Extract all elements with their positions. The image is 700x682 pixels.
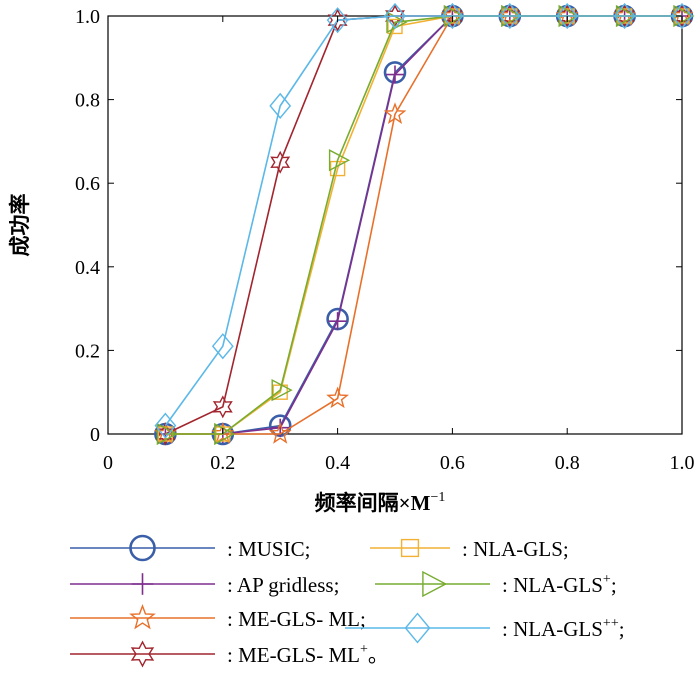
data-point-5-0 bbox=[156, 422, 178, 446]
legend-marker-1 bbox=[131, 573, 154, 595]
legend-label-0: : MUSIC; bbox=[227, 537, 310, 561]
series-3 bbox=[155, 4, 692, 446]
x-axis-label-sup: −1 bbox=[430, 490, 445, 505]
series-2 bbox=[153, 4, 694, 444]
x-axis-label: 频率间隔×M−1 bbox=[315, 490, 446, 515]
legend-marker-5 bbox=[422, 570, 448, 598]
legend-item-4: : NLA-GLS; bbox=[370, 537, 569, 561]
legend-marker-0 bbox=[129, 534, 156, 562]
data-point-6-0 bbox=[154, 412, 177, 439]
series-0 bbox=[154, 4, 694, 446]
x-tick-label: 1.0 bbox=[670, 452, 695, 474]
data-point-6-2 bbox=[269, 92, 292, 119]
data-point-2-2 bbox=[268, 422, 292, 444]
data-point-6-9 bbox=[671, 2, 693, 30]
series-line-1 bbox=[165, 15, 682, 435]
data-point-2-4 bbox=[383, 102, 407, 124]
legend-item-2: : ME-GLS- ML; bbox=[70, 604, 366, 631]
legend-item-1: : AP gridless; bbox=[70, 573, 339, 597]
data-point-6-1 bbox=[211, 333, 234, 360]
x-axis-label-text: 频率间隔×M bbox=[315, 491, 431, 515]
x-tick-label: 0 bbox=[103, 452, 113, 474]
data-point-5-3 bbox=[328, 149, 351, 172]
y-axis-label-text: 成功率 bbox=[8, 194, 32, 257]
x-tick-label: 0.2 bbox=[210, 452, 235, 474]
data-point-6-3 bbox=[326, 7, 349, 34]
series-4 bbox=[157, 8, 690, 442]
y-tick-label: 1.0 bbox=[75, 6, 100, 28]
x-tick-label: 0.6 bbox=[440, 452, 465, 474]
y-tick-label: 0.2 bbox=[75, 340, 100, 362]
y-tick-label: 0.6 bbox=[75, 173, 100, 195]
legend-label-1: : AP gridless; bbox=[227, 573, 339, 597]
data-point-3-2 bbox=[270, 150, 291, 174]
series-line-5 bbox=[165, 15, 682, 435]
legend-item-5: : NLA-GLS+; bbox=[375, 570, 617, 598]
legend-item-0: : MUSIC; bbox=[70, 534, 310, 562]
legend-label-3: : ME-GLS- ML+。 bbox=[227, 642, 389, 667]
data-point-6-8 bbox=[613, 2, 636, 30]
data-point-6-7 bbox=[556, 2, 579, 30]
series-layer bbox=[153, 2, 695, 446]
legend-marker-4 bbox=[400, 538, 420, 558]
series-line-3 bbox=[165, 15, 682, 435]
series-line-6 bbox=[164, 15, 682, 427]
series-5 bbox=[156, 4, 695, 446]
y-tick-label: 0.8 bbox=[75, 90, 100, 112]
y-tick-label: 0.4 bbox=[75, 257, 100, 279]
data-point-5-1 bbox=[214, 422, 236, 446]
legend-item-6: : NLA-GLS++; bbox=[345, 612, 625, 644]
y-axis-label: 成功率 bbox=[8, 194, 32, 257]
data-point-3-1 bbox=[212, 395, 233, 419]
x-tick-label: 0.4 bbox=[325, 452, 350, 474]
series-6 bbox=[154, 2, 693, 439]
data-point-6-5 bbox=[441, 2, 464, 30]
data-point-4-4 bbox=[387, 18, 403, 35]
legend-label-4: : NLA-GLS; bbox=[462, 537, 569, 561]
legend-marker-3 bbox=[130, 640, 155, 668]
legend: : MUSIC; : AP gridless; : ME-GLS- ML; : ME-… bbox=[70, 534, 625, 668]
legend-label-2: : ME-GLS- ML; bbox=[227, 607, 366, 631]
legend-marker-6 bbox=[404, 612, 431, 644]
data-point-1-3 bbox=[328, 312, 347, 331]
series-line-0 bbox=[165, 15, 682, 435]
data-point-2-3 bbox=[326, 386, 350, 409]
x-tick-label: 0.8 bbox=[555, 452, 580, 474]
y-tick-label: 0 bbox=[90, 424, 100, 446]
series-line-2 bbox=[165, 15, 682, 435]
legend-label-6: : NLA-GLS++; bbox=[502, 616, 625, 641]
data-point-6-4 bbox=[384, 2, 406, 30]
series-1 bbox=[156, 7, 691, 443]
data-point-5-2 bbox=[271, 378, 293, 402]
data-point-1-4 bbox=[386, 65, 404, 84]
data-point-3-3 bbox=[327, 8, 348, 32]
data-point-6-6 bbox=[498, 2, 521, 30]
legend-marker-2 bbox=[129, 604, 156, 630]
ticks-layer: 0 0.2 0.4 0.6 0.8 1.0 0 0.2 0.4 0.6 0.8 1.0 bbox=[75, 6, 695, 474]
legend-item-3: : ME-GLS- ML+。 bbox=[70, 640, 389, 668]
legend-label-5: : NLA-GLS+; bbox=[502, 572, 617, 597]
series-line-4 bbox=[165, 15, 682, 435]
